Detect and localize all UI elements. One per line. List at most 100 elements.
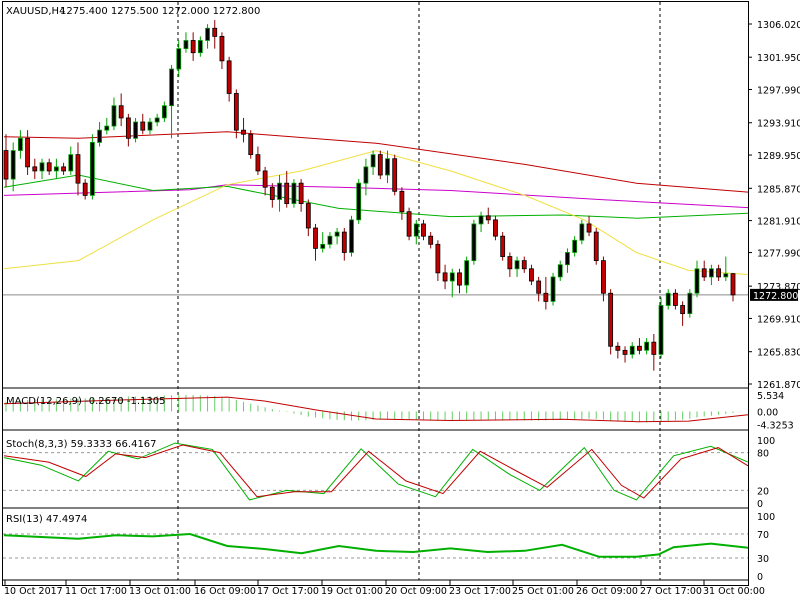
candle: [500, 232, 506, 261]
candle-body: [53, 166, 59, 172]
candle-body: [709, 268, 714, 278]
candle: [197, 36, 203, 57]
macd-signal-line: [3, 396, 749, 423]
candle: [298, 179, 304, 212]
candle: [644, 338, 650, 355]
candle: [205, 24, 210, 49]
candle-body: [233, 93, 239, 131]
candle-body: [89, 141, 95, 196]
candle-body: [514, 260, 520, 270]
candle-body: [356, 182, 362, 221]
price-tick-label: 1273.870: [757, 282, 800, 293]
rsi-tick-label: 0: [757, 572, 763, 583]
candle-body: [140, 121, 146, 131]
chart-frame: [2, 1, 749, 586]
candle: [68, 146, 74, 176]
candle: [449, 268, 455, 298]
candle-body: [615, 345, 621, 351]
candle: [557, 260, 563, 282]
candle-body: [586, 223, 592, 233]
candle: [334, 228, 340, 245]
candle-body: [205, 27, 210, 41]
candle-body: [637, 345, 642, 351]
candle-body: [269, 186, 275, 200]
candle-body: [17, 137, 23, 151]
candle: [89, 134, 95, 200]
candle: [82, 179, 88, 200]
candle: [320, 232, 326, 253]
candle-body: [449, 272, 455, 282]
time-tick-label: 31 Oct 00:00: [703, 586, 765, 597]
candle: [377, 150, 383, 180]
candle-body: [399, 190, 405, 213]
candle: [75, 142, 81, 196]
candle-body: [385, 158, 390, 176]
candle: [586, 215, 592, 237]
candle: [471, 219, 477, 265]
candle-body: [485, 215, 491, 221]
candle: [277, 175, 282, 212]
candle-body: [154, 117, 160, 123]
candle-body: [334, 231, 340, 237]
candle-body: [629, 345, 635, 355]
candle-body: [327, 235, 333, 245]
candle: [169, 64, 174, 139]
candle-body: [284, 182, 290, 204]
price-tick-label: 1261.870: [757, 380, 800, 391]
candle: [176, 40, 182, 78]
candle: [629, 342, 635, 359]
candle-body: [82, 182, 88, 196]
candle: [305, 199, 311, 237]
candle: [97, 122, 102, 147]
candle: [514, 256, 520, 277]
time-tick-label: 25 Oct 01:00: [512, 586, 574, 597]
candle: [680, 301, 686, 326]
stochastic-panel: [3, 442, 749, 501]
candle-body: [291, 182, 297, 204]
candle: [665, 289, 671, 310]
candle-body: [471, 223, 477, 262]
candle: [421, 219, 426, 241]
candle-body: [104, 125, 110, 131]
candle: [716, 264, 722, 282]
candle: [147, 117, 153, 135]
candle: [284, 170, 290, 208]
time-tick-label: 19 Oct 01:00: [321, 586, 383, 597]
candle: [392, 154, 398, 196]
candle-body: [147, 121, 153, 131]
candle-body: [687, 292, 693, 315]
macd-panel: [3, 395, 749, 423]
candle: [356, 179, 362, 224]
candle-body: [377, 154, 383, 176]
candle-body: [226, 60, 232, 94]
candle: [327, 232, 333, 249]
candle-body: [392, 158, 398, 192]
candle: [543, 276, 549, 310]
candle: [226, 56, 232, 102]
candle-body: [413, 223, 419, 237]
current-price-tag: [750, 288, 798, 301]
time-tick-label: 11 Oct 17:00: [65, 586, 127, 597]
candle-body: [313, 227, 318, 249]
candle-body: [680, 305, 686, 315]
candle: [723, 256, 729, 282]
candle: [673, 289, 678, 310]
candle-body: [593, 231, 599, 262]
candle: [291, 179, 297, 208]
candle: [3, 134, 9, 188]
candle: [730, 272, 736, 302]
candle-body: [248, 133, 254, 156]
ma-yellow-line: [3, 150, 749, 275]
candle-body: [255, 154, 261, 172]
candle: [601, 256, 606, 302]
candle-body: [550, 276, 556, 302]
candle: [529, 264, 534, 286]
candle-body: [298, 182, 304, 204]
candle-body: [349, 219, 354, 253]
axes: 1306.020 1301.950 1297.990 1293.910 1289.950…: [4, 20, 800, 597]
chart-header: XAUUSD,H4: [6, 6, 65, 17]
time-tick-label: 20 Oct 09:00: [385, 586, 447, 597]
candle: [370, 150, 376, 176]
candle: [133, 117, 138, 143]
candle-body: [435, 243, 441, 274]
